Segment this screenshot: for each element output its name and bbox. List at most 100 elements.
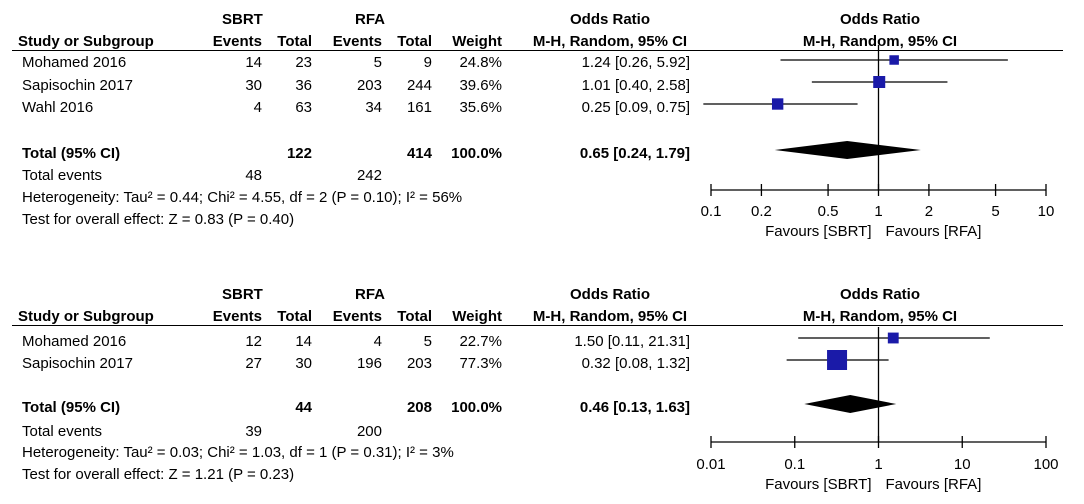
total-ci-text: 0.46 [0.13, 1.63] bbox=[579, 399, 690, 416]
heterogeneity-text: Heterogeneity: Tau² = 0.03; Chi² = 1.03,… bbox=[22, 444, 454, 461]
favours-right-label: Favours [RFA] bbox=[886, 476, 982, 493]
x-tick-label: 0.01 bbox=[696, 456, 725, 473]
sbrt-events: 4 bbox=[253, 99, 262, 116]
header-or-plot-method: M-H, Random, 95% CI bbox=[802, 308, 958, 325]
study-name: Mohamed 2016 bbox=[22, 54, 127, 71]
study-marker bbox=[827, 350, 848, 370]
x-tick-label: 1 bbox=[874, 203, 882, 220]
total-events-label: Total events bbox=[22, 423, 103, 440]
study-marker bbox=[771, 98, 784, 110]
rfa-total: 5 bbox=[423, 333, 432, 350]
header-odds-ratio-plot: Odds Ratio bbox=[839, 286, 920, 303]
study-ci-text: 1.50 [0.11, 21.31] bbox=[574, 333, 690, 350]
rfa-total: 203 bbox=[406, 355, 432, 372]
overall-effect-text: Test for overall effect: Z = 0.83 (P = 0… bbox=[22, 211, 295, 228]
forest-plot-1: SBRT RFA Odds Ratio Odds Ratio Study or … bbox=[0, 0, 1084, 250]
header-rfa-total: Total bbox=[397, 308, 432, 325]
header-odds-ratio-plot: Odds Ratio bbox=[839, 11, 920, 28]
total-weight: 100.0% bbox=[451, 145, 502, 162]
total-events-rfa: 242 bbox=[356, 167, 382, 184]
sbrt-events: 30 bbox=[245, 77, 262, 94]
total-ci-text: 0.65 [0.24, 1.79] bbox=[579, 145, 690, 162]
header-weight: Weight bbox=[452, 308, 502, 325]
sbrt-total: 23 bbox=[295, 54, 312, 71]
total-events-label: Total events bbox=[22, 167, 103, 184]
study-weight: 35.6% bbox=[459, 99, 502, 116]
total-label: Total (95% CI) bbox=[22, 145, 121, 162]
rfa-total: 161 bbox=[406, 99, 432, 116]
header-rfa-events: Events bbox=[332, 33, 382, 50]
study-ci-text: 0.32 [0.08, 1.32] bbox=[581, 355, 690, 372]
pooled-diamond bbox=[774, 141, 921, 159]
study-weight: 39.6% bbox=[459, 77, 502, 94]
header-sbrt: SBRT bbox=[222, 11, 263, 28]
header-odds-ratio: Odds Ratio bbox=[569, 11, 650, 28]
study-ci-text: 1.24 [0.26, 5.92] bbox=[581, 54, 690, 71]
rfa-events: 196 bbox=[356, 355, 382, 372]
header-study: Study or Subgroup bbox=[18, 33, 154, 50]
header-sbrt-total: Total bbox=[277, 33, 312, 50]
x-tick-label: 10 bbox=[954, 456, 971, 473]
total-rfa: 208 bbox=[406, 399, 432, 416]
header-sbrt-total: Total bbox=[277, 308, 312, 325]
heterogeneity-text: Heterogeneity: Tau² = 0.44; Chi² = 4.55,… bbox=[22, 189, 463, 206]
total-label: Total (95% CI) bbox=[22, 399, 121, 416]
x-tick-label: 5 bbox=[991, 203, 999, 220]
study-name: Sapisochin 2017 bbox=[22, 355, 133, 372]
study-marker bbox=[887, 332, 899, 344]
favours-left-label: Favours [SBRT] bbox=[765, 223, 871, 240]
total-sbrt: 122 bbox=[286, 145, 312, 162]
favours-left-label: Favours [SBRT] bbox=[765, 476, 871, 493]
x-tick-label: 0.1 bbox=[784, 456, 805, 473]
total-sbrt: 44 bbox=[295, 399, 312, 416]
pooled-diamond bbox=[804, 395, 897, 413]
favours-right-label: Favours [RFA] bbox=[886, 223, 982, 240]
total-events-sbrt: 48 bbox=[245, 167, 262, 184]
rfa-events: 5 bbox=[373, 54, 382, 71]
sbrt-total: 63 bbox=[295, 99, 312, 116]
header-odds-ratio: Odds Ratio bbox=[569, 286, 650, 303]
header-sbrt-events: Events bbox=[212, 33, 262, 50]
x-tick-label: 0.5 bbox=[818, 203, 839, 220]
study-name: Wahl 2016 bbox=[22, 99, 94, 116]
header-underline-plot bbox=[697, 325, 1063, 326]
sbrt-total: 14 bbox=[295, 333, 312, 350]
study-name: Sapisochin 2017 bbox=[22, 77, 133, 94]
header-sbrt: SBRT bbox=[222, 286, 263, 303]
forest-plot-svg: 0.1 0.2 0.5 1 2 5 10 Favours [SBRT] Favours [RFA… bbox=[701, 45, 1055, 240]
header-or-method: M-H, Random, 95% CI bbox=[532, 308, 688, 325]
header-study: Study or Subgroup bbox=[18, 308, 154, 325]
study-name: Mohamed 2016 bbox=[22, 333, 127, 350]
forest-plot-svg: 0.01 0.1 1 10 100 Favours [SBRT] Favours [RFA] bbox=[696, 327, 1059, 493]
header-sbrt-events: Events bbox=[212, 308, 262, 325]
total-events-sbrt: 39 bbox=[245, 423, 262, 440]
rfa-total: 244 bbox=[406, 77, 432, 94]
x-tick-label: 10 bbox=[1038, 203, 1055, 220]
study-marker bbox=[873, 76, 886, 88]
sbrt-events: 12 bbox=[245, 333, 262, 350]
study-ci-text: 0.25 [0.09, 0.75] bbox=[581, 99, 690, 116]
total-weight: 100.0% bbox=[451, 399, 502, 416]
rfa-events: 4 bbox=[373, 333, 382, 350]
header-weight: Weight bbox=[452, 33, 502, 50]
overall-effect-text: Test for overall effect: Z = 1.21 (P = 0… bbox=[22, 466, 295, 483]
rfa-events: 34 bbox=[365, 99, 382, 116]
total-events-rfa: 200 bbox=[356, 423, 382, 440]
sbrt-events: 14 bbox=[245, 54, 262, 71]
sbrt-total: 30 bbox=[295, 355, 312, 372]
study-weight: 22.7% bbox=[459, 333, 502, 350]
header-underline-plot bbox=[697, 50, 1063, 51]
forest-plot-2: SBRT RFA Odds Ratio Odds Ratio Study or … bbox=[0, 282, 1084, 502]
study-weight: 77.3% bbox=[459, 355, 502, 372]
header-or-plot-method: M-H, Random, 95% CI bbox=[802, 33, 958, 50]
x-tick-label: 0.1 bbox=[701, 203, 722, 220]
sbrt-events: 27 bbox=[245, 355, 262, 372]
rfa-total: 9 bbox=[423, 54, 432, 71]
header-rfa-total: Total bbox=[397, 33, 432, 50]
x-tick-label: 0.2 bbox=[751, 203, 772, 220]
header-or-method: M-H, Random, 95% CI bbox=[532, 33, 688, 50]
study-ci-text: 1.01 [0.40, 2.58] bbox=[581, 77, 690, 94]
header-rfa: RFA bbox=[355, 286, 385, 303]
study-marker bbox=[889, 55, 899, 65]
x-tick-label: 2 bbox=[925, 203, 933, 220]
